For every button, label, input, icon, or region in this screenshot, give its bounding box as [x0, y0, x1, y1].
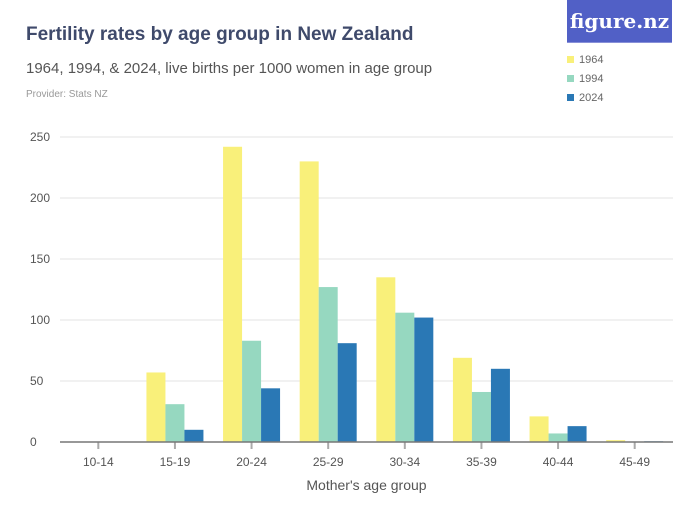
bar-1964-45-49 [606, 440, 626, 442]
chart-title: Fertility rates by age group in New Zeal… [26, 24, 414, 45]
x-axis-label: Mother's age group [306, 477, 426, 493]
legend-label: 2024 [579, 91, 604, 104]
legend-item-1994: 1994 [567, 69, 603, 88]
y-tick-label: 0 [30, 435, 37, 449]
bar-2024-35-39 [490, 368, 510, 442]
legend-swatch [567, 94, 574, 101]
legend-swatch [567, 56, 574, 63]
bar-1994-20-24 [242, 340, 262, 442]
bar-2024-30-34 [414, 317, 434, 442]
legend: 1964 1994 2024 [567, 50, 603, 107]
y-tick-label: 250 [30, 130, 50, 144]
bar-1964-40-44 [529, 416, 549, 442]
bar-1994-15-19 [165, 404, 185, 442]
bar-1964-15-19 [146, 372, 166, 442]
x-tick-label: 10-14 [83, 455, 114, 469]
bar-2024-15-19 [184, 429, 204, 442]
bar-1964-20-24 [223, 146, 243, 442]
chart-subtitle: 1964, 1994, & 2024, live births per 1000… [26, 60, 433, 77]
bar-1964-35-39 [452, 357, 472, 442]
x-tick-label: 45-49 [619, 455, 650, 469]
legend-item-2024: 2024 [567, 88, 603, 107]
legend-item-1964: 1964 [567, 50, 603, 69]
bar-1994-35-39 [471, 391, 491, 442]
bar-2024-40-44 [567, 426, 587, 442]
bar-1994-30-34 [395, 312, 415, 442]
bar-1994-25-29 [318, 287, 338, 442]
legend-swatch [567, 75, 574, 82]
legend-label: 1964 [579, 53, 604, 66]
bar-1994-40-44 [548, 433, 568, 442]
bar-2024-25-29 [337, 343, 357, 442]
x-tick-label: 30-34 [389, 455, 420, 469]
bar-1964-30-34 [376, 277, 396, 442]
bar-2024-20-24 [261, 388, 281, 442]
figure-nz-logo[interactable]: figure.nz [567, 0, 672, 43]
provider-text: Provider: Stats NZ [26, 89, 108, 100]
y-tick-label: 100 [30, 313, 50, 327]
x-tick-label: 25-29 [313, 455, 344, 469]
y-tick-label: 50 [30, 374, 44, 388]
x-tick-label: 15-19 [160, 455, 191, 469]
y-tick-label: 200 [30, 191, 50, 205]
y-tick-label: 150 [30, 252, 50, 266]
legend-label: 1994 [579, 72, 604, 85]
bar-1964-25-29 [299, 161, 319, 442]
x-tick-label: 40-44 [543, 455, 574, 469]
x-tick-label: 35-39 [466, 455, 497, 469]
x-tick-label: 20-24 [236, 455, 267, 469]
